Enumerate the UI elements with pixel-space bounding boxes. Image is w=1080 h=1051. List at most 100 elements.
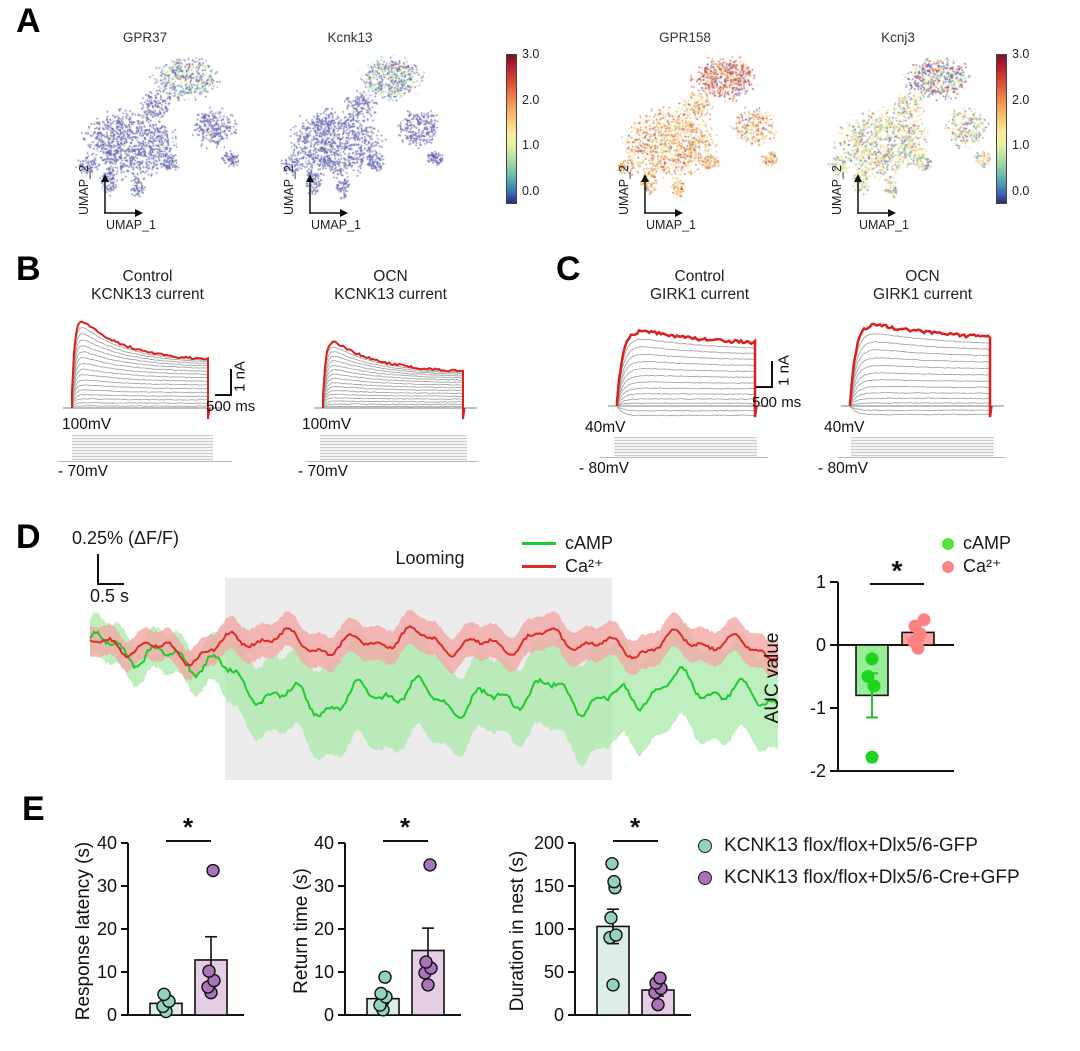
- legend-row-camp: cAMP: [522, 532, 613, 555]
- condition-label: Control: [674, 268, 725, 285]
- panel-c-label: C: [556, 250, 581, 288]
- current-traces-ocn-girk1: [841, 322, 1004, 418]
- svg-text:200: 200: [534, 833, 564, 853]
- legend-row-camp: cAMP: [942, 532, 1011, 555]
- umap-scatter-canvas: [57, 48, 239, 206]
- umap-x-axis-label: UMAP_1: [105, 218, 157, 232]
- camp-line-swatch: [522, 542, 556, 545]
- measure-label: KCNK13 current: [91, 286, 204, 303]
- voltage-top-label: 100mV: [302, 416, 352, 433]
- colorbar-tick: 3.0: [522, 47, 540, 61]
- voltage-protocol: [320, 435, 467, 462]
- svg-text:30: 30: [97, 876, 117, 896]
- measure-label: GIRK1 current: [649, 286, 750, 303]
- legend-row-ca: Ca²⁺: [522, 555, 613, 578]
- condition-label: OCN: [905, 268, 940, 285]
- umap-title: Kcnj3: [881, 30, 915, 45]
- colorbar-tick: 2.0: [1012, 92, 1030, 107]
- umap-title: GPR37: [122, 30, 168, 45]
- time-scale-label: 0.5 s: [90, 586, 130, 606]
- umap-scatter-canvas: [810, 48, 992, 206]
- colorbar-tick: 0.0: [1012, 184, 1030, 199]
- current-traces-ocn-kcnk13: [314, 340, 477, 420]
- svg-text:*: *: [400, 815, 411, 842]
- legend-row-flox-cre-gfp: KCNK13 flox/flox+Dlx5/6-Cre+GFP: [698, 867, 1020, 889]
- camp-legend-label: cAMP: [565, 533, 614, 553]
- svg-text:20: 20: [314, 919, 334, 939]
- umap-y-axis-label: UMAP_2: [282, 164, 296, 216]
- flox-cre-gfp-label: KCNK13 flox/flox+Dlx5/6-Cre+GFP: [724, 867, 1020, 888]
- svg-text:100: 100: [534, 919, 564, 939]
- svg-text:1: 1: [816, 572, 826, 592]
- panel-d-label: D: [16, 518, 41, 556]
- svg-text:0: 0: [107, 1005, 117, 1025]
- svg-text:50: 50: [544, 962, 564, 982]
- umap-x-axis-label: UMAP_1: [645, 218, 697, 232]
- colorbar-tick-labels: 3.0 2.0 1.0 0.0: [1009, 47, 1043, 204]
- auc-dot-legend: cAMP Ca²⁺: [942, 532, 1011, 578]
- svg-text:*: *: [892, 558, 903, 586]
- expression-colorbar: [996, 54, 1007, 204]
- colorbar-tick: 0.0: [522, 184, 540, 199]
- ca-legend-label: Ca²⁺: [963, 556, 1002, 576]
- svg-text:*: *: [183, 815, 194, 842]
- legend-row-flox-gfp: KCNK13 flox/flox+Dlx5/6-GFP: [698, 835, 1020, 857]
- condition-label: Control: [122, 268, 173, 285]
- svg-text:10: 10: [314, 962, 334, 982]
- scalebar-y-label: 1 nA: [775, 355, 793, 386]
- scalebar-icon: [97, 554, 124, 585]
- voltage-top-label: 40mV: [824, 419, 865, 436]
- flox-cre-gfp-dot-swatch: [698, 871, 712, 885]
- flox-gfp-dot-swatch: [698, 839, 712, 853]
- voltage-bottom-label: - 70mV: [298, 463, 348, 480]
- svg-text:0: 0: [816, 635, 826, 655]
- voltage-baseline: [838, 457, 1006, 458]
- umap-y-axis-label: UMAP_2: [617, 164, 631, 216]
- ca-dot-swatch: [942, 560, 954, 573]
- scalebar-y-label: 1 nA: [231, 361, 249, 392]
- trace-title-ocn-kcnk13: OCN KCNK13 current: [318, 268, 463, 304]
- looming-label: Looming: [395, 548, 465, 568]
- umap-axis-arrows-icon: [641, 174, 683, 217]
- auc-bar-chart: 1 0 -1 -2 *: [810, 558, 954, 781]
- svg-text:-2: -2: [810, 761, 826, 781]
- svg-text:30: 30: [314, 876, 334, 896]
- trace-title-control-kcnk13: Control KCNK13 current: [75, 268, 220, 304]
- panel-b-label: B: [16, 250, 41, 288]
- umap-x-axis-label: UMAP_1: [858, 218, 910, 232]
- svg-text:-1: -1: [810, 698, 826, 718]
- current-traces-control-kcnk13: [63, 320, 222, 420]
- svg-text:40: 40: [97, 833, 117, 853]
- legend-row-ca: Ca²⁺: [942, 555, 1011, 578]
- umap-plot-gpr37: GPR37 UMAP_2 UMAP_1: [45, 28, 260, 243]
- svg-text:40: 40: [314, 833, 334, 853]
- current-traces-control-girk1: [608, 328, 769, 418]
- umap-plot-gpr158: GPR158 UMAP_2 UMAP_1: [585, 28, 800, 243]
- voltage-baseline: [58, 461, 232, 462]
- colorbar-tick: 3.0: [1012, 47, 1030, 61]
- umap-axis-arrows-icon: [101, 174, 143, 217]
- svg-text:150: 150: [534, 876, 564, 896]
- umap-plot-kcnk13: Kcnk13 UMAP_2 UMAP_1: [250, 28, 465, 243]
- svg-text:0: 0: [324, 1005, 334, 1025]
- flox-gfp-label: KCNK13 flox/flox+Dlx5/6-GFP: [724, 835, 978, 856]
- trace-title-ocn-girk1: OCN GIRK1 current: [850, 268, 995, 304]
- df-scale-label: 0.25% (ΔF/F): [72, 528, 180, 548]
- umap-title: Kcnk13: [327, 30, 373, 45]
- umap-title: GPR158: [659, 30, 711, 45]
- voltage-protocol: [72, 435, 213, 462]
- colorbar-tick-labels: 3.0 2.0 1.0 0.0: [519, 47, 553, 204]
- scalebar-x-label: 500 ms: [752, 394, 802, 411]
- expression-colorbar: [506, 54, 517, 204]
- voltage-top-label: 100mV: [62, 416, 112, 433]
- scalebar-x-label: 500 ms: [206, 398, 256, 415]
- colorbar-tick: 1.0: [1012, 138, 1030, 153]
- umap-axis-arrows-icon: [854, 174, 896, 217]
- voltage-baseline: [600, 457, 768, 458]
- umap-x-axis-label: UMAP_1: [310, 218, 362, 232]
- measure-label: GIRK1 current: [872, 286, 973, 303]
- voltage-protocol: [614, 437, 757, 458]
- measure-label: KCNK13 current: [334, 286, 447, 303]
- duration-in-nest-chart: 0 50 100 150 200 *: [534, 815, 691, 1025]
- svg-text:20: 20: [97, 919, 117, 939]
